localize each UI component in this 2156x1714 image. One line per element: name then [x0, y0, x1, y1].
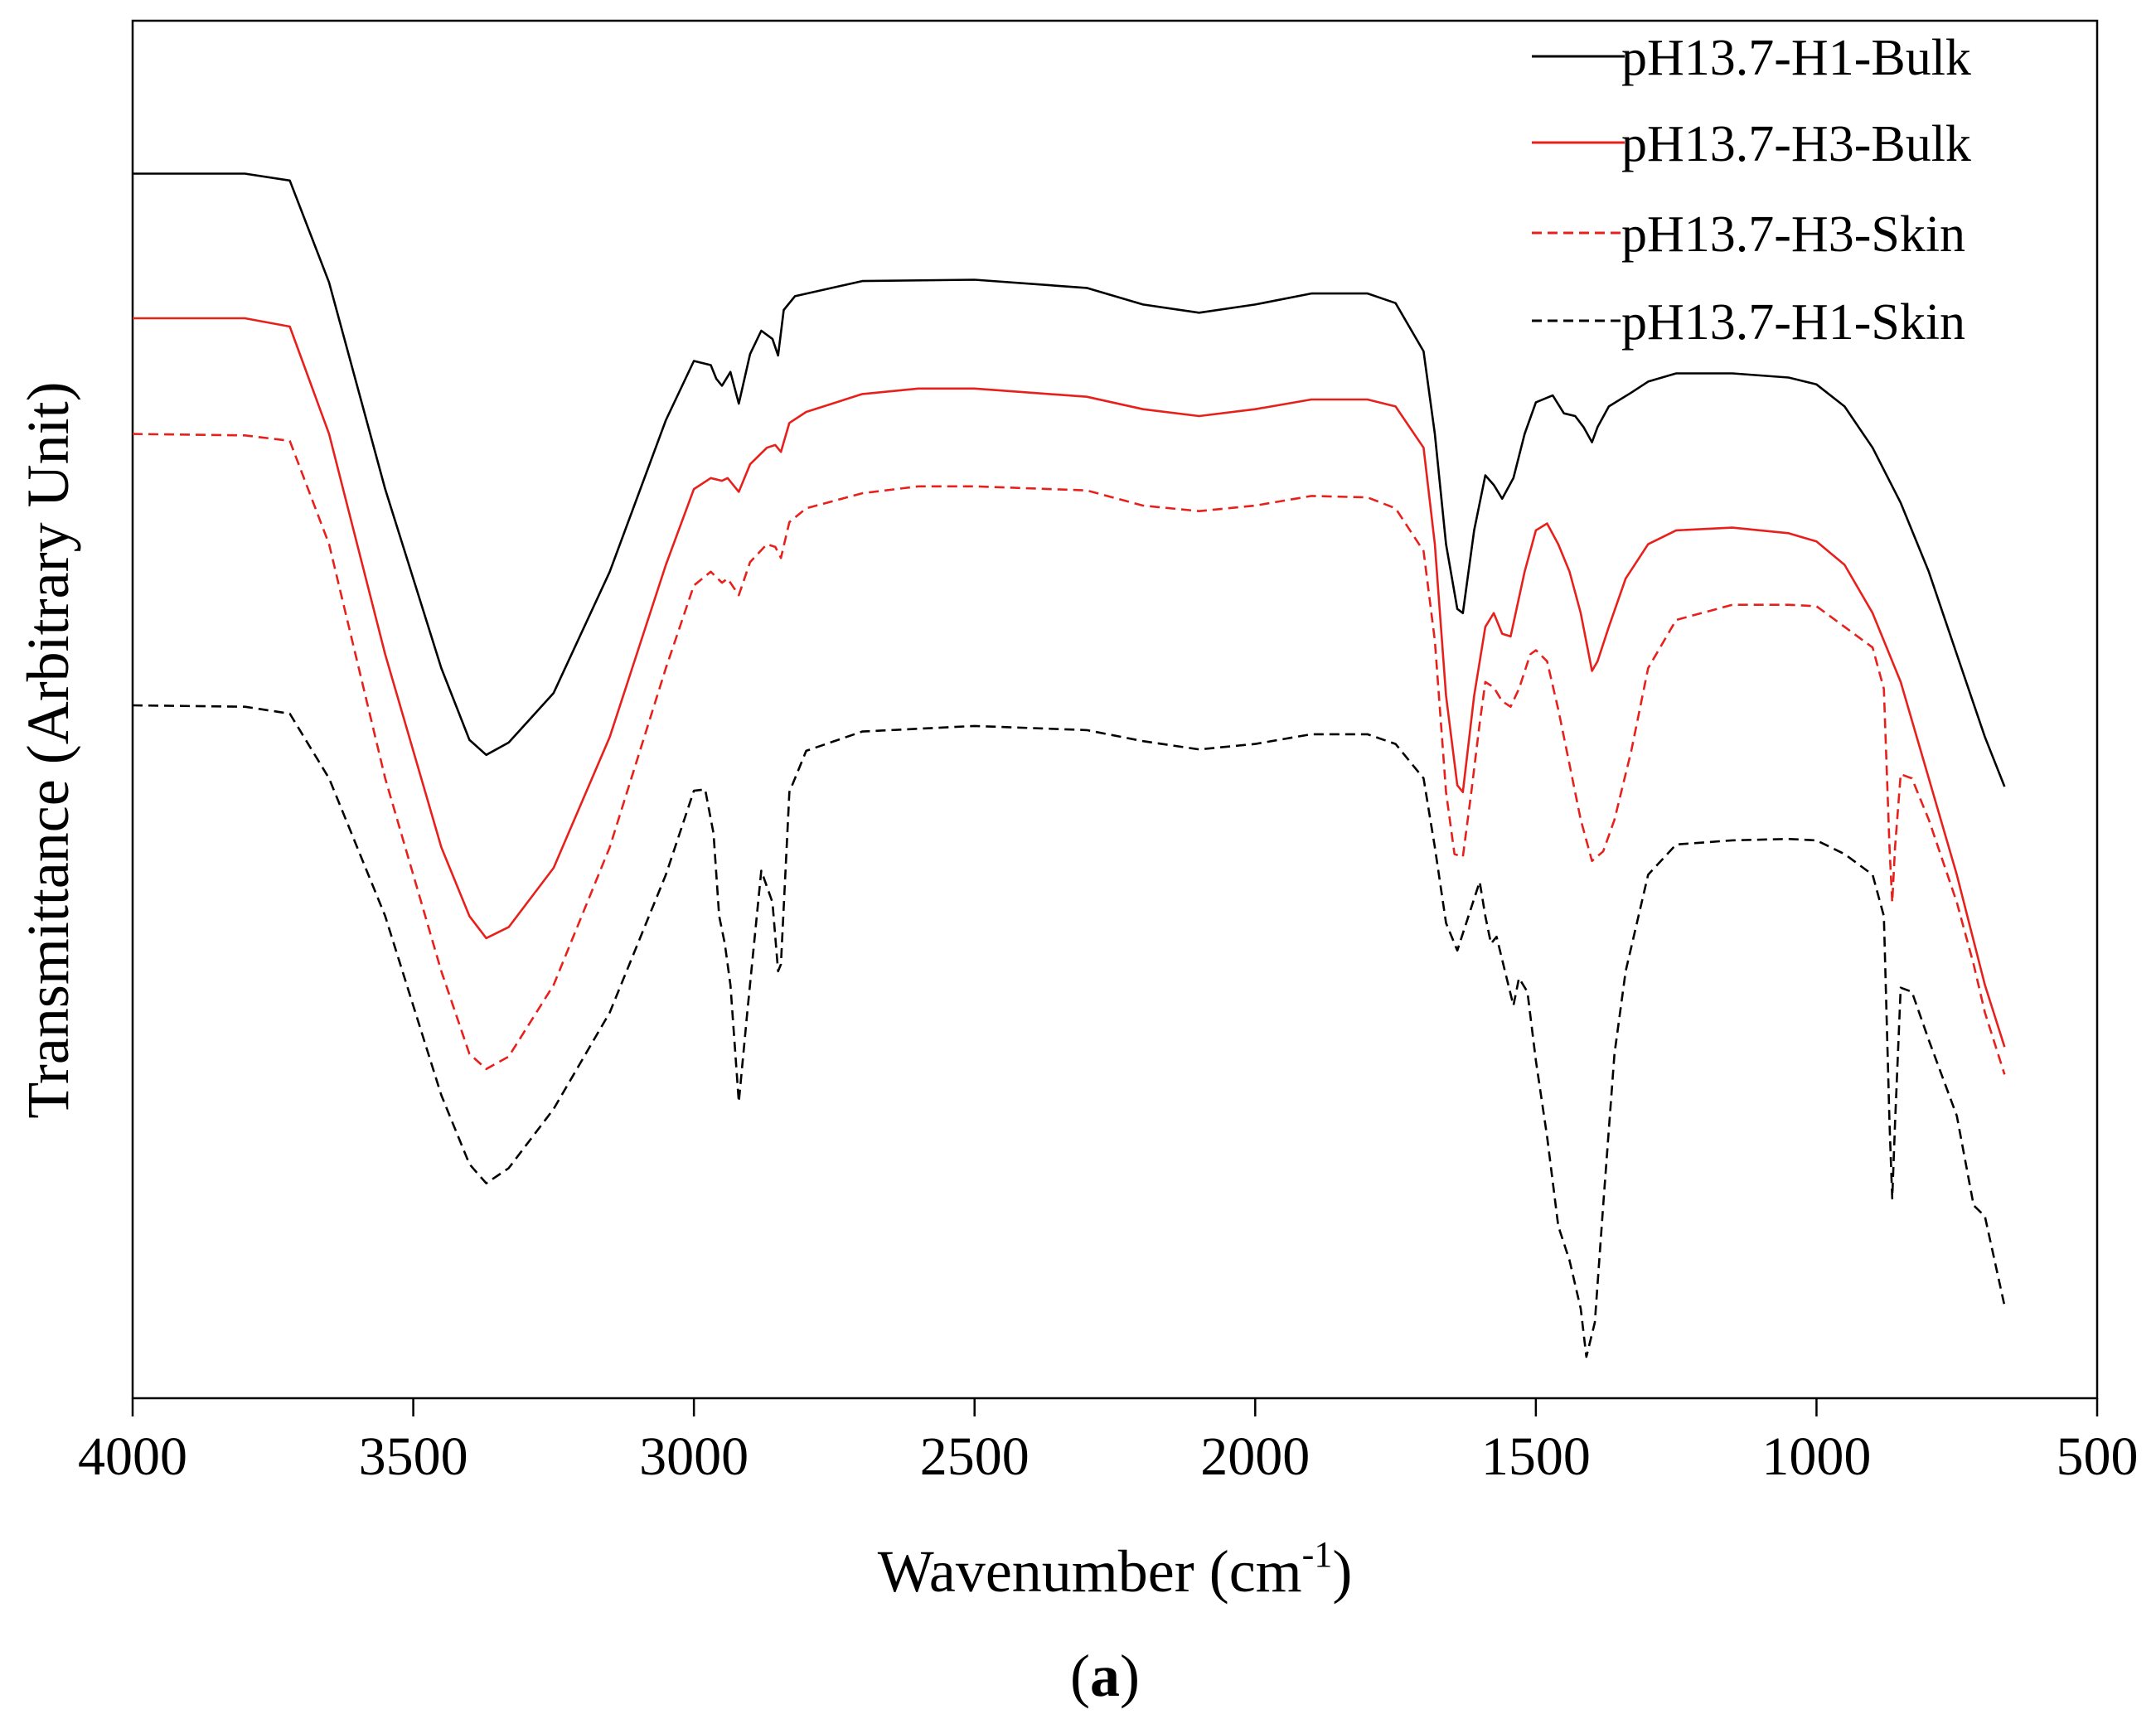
legend-label-h3-bulk: pH13.7-H3-Bulk [1621, 116, 1971, 172]
x-axis-title-superscript: -1 [1302, 1534, 1333, 1575]
figure-caption: (a) [1070, 1643, 1140, 1709]
plot-area-frame [131, 19, 2099, 1400]
legend-label-h1-skin: pH13.7-H1-Skin [1621, 294, 1965, 351]
series-line-ph13-7-h3-bulk [133, 317, 2006, 1048]
x-tick-label: 1500 [1481, 1426, 1591, 1487]
x-tick-label: 2500 [920, 1426, 1030, 1487]
legend-label-h3-skin: pH13.7-H3-Skin [1621, 206, 1965, 263]
x-axis-title-main: Wavenumber (cm [878, 1538, 1302, 1605]
legend-label-h1-bulk: pH13.7-H1-Bulk [1621, 30, 1971, 86]
caption-close: ) [1120, 1643, 1140, 1709]
series-layer [132, 172, 2006, 1358]
x-tick-label: 500 [2057, 1426, 2139, 1487]
x-tick-label: 1000 [1761, 1426, 1871, 1487]
x-axis-title: Wavenumber (cm-1) [878, 1534, 1353, 1605]
x-axis-title-suffix: ) [1332, 1538, 1352, 1605]
legend: pH13.7-H1-Bulk pH13.7-H3-Bulk pH13.7-H3-… [1532, 30, 1971, 351]
series-line-ph13-7-h1-bulk [133, 172, 2006, 787]
x-tick-label: 2000 [1200, 1426, 1310, 1487]
series-line-ph13-7-h1-skin [132, 704, 2006, 1358]
y-axis-title: Transmittance (Arbitrary Unit) [15, 381, 81, 1118]
caption-open: ( [1070, 1643, 1090, 1709]
series-line-ph13-7-h3-skin [132, 433, 2006, 1075]
caption-letter: a [1090, 1643, 1120, 1709]
x-tick-label: 3500 [359, 1426, 468, 1487]
x-tick-label: 4000 [78, 1426, 187, 1487]
x-axis-ticks: 4000 3500 3000 2500 2000 1500 1000 500 [78, 1398, 2139, 1487]
x-tick-label: 3000 [639, 1426, 749, 1487]
